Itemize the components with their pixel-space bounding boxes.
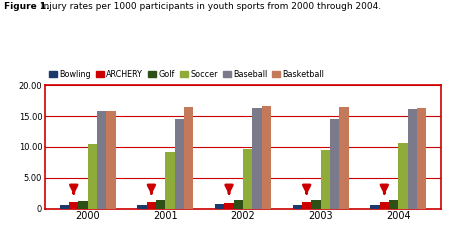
- Bar: [261, 106, 271, 209]
- Bar: [408, 109, 417, 209]
- Bar: [184, 107, 194, 209]
- Bar: [417, 108, 426, 209]
- Bar: [398, 143, 408, 209]
- Bar: [311, 200, 321, 209]
- Bar: [175, 118, 184, 209]
- Bar: [252, 108, 261, 209]
- Bar: [321, 150, 330, 209]
- Bar: [225, 203, 234, 209]
- Bar: [370, 205, 380, 209]
- Bar: [339, 107, 349, 209]
- Legend: Bowling, ARCHERY, Golf, Soccer, Baseball, Basketball: Bowling, ARCHERY, Golf, Soccer, Baseball…: [49, 70, 324, 79]
- Bar: [69, 202, 78, 209]
- Bar: [137, 205, 147, 209]
- Bar: [215, 204, 225, 209]
- Bar: [147, 202, 156, 209]
- Bar: [380, 202, 389, 209]
- Bar: [88, 144, 97, 209]
- Bar: [60, 205, 69, 209]
- Bar: [302, 202, 311, 209]
- Bar: [156, 200, 165, 209]
- Bar: [165, 152, 175, 209]
- Bar: [389, 200, 398, 209]
- Bar: [78, 201, 88, 209]
- Bar: [234, 200, 243, 209]
- Bar: [243, 149, 252, 209]
- Text: Injury rates per 1000 participants in youth sports from 2000 through 2004.: Injury rates per 1000 participants in yo…: [38, 2, 382, 11]
- Bar: [330, 119, 339, 209]
- Bar: [106, 111, 116, 209]
- Text: Figure 1.: Figure 1.: [4, 2, 50, 11]
- Bar: [97, 111, 106, 209]
- Bar: [292, 205, 302, 209]
